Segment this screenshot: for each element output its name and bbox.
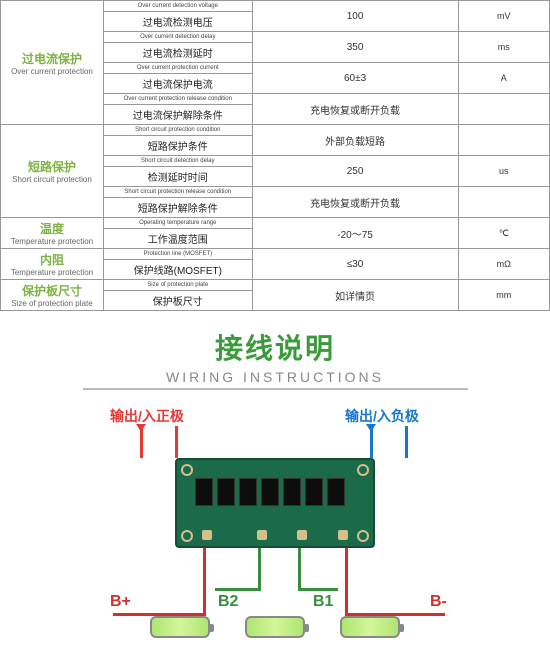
pad-bp xyxy=(202,530,212,540)
mosfet-row xyxy=(195,478,345,506)
param-label-en: Operating temperature range xyxy=(103,218,252,229)
param-label-cn: 保护线路(MOSFET) xyxy=(103,260,252,280)
param-value: 充电恢复或断开负载 xyxy=(252,187,458,218)
terminal-bp-label: B+ xyxy=(110,593,131,611)
category-cn: 保护板尺寸 xyxy=(5,282,99,299)
pcb-board xyxy=(175,458,375,548)
param-label-en: Over current protection release conditio… xyxy=(103,94,252,105)
wire-pos-out2 xyxy=(175,426,178,458)
param-label-cn: 保护板尺寸 xyxy=(103,291,252,311)
param-label-cn: 过电流保护解除条件 xyxy=(103,105,252,125)
category-cell: 短路保护Short circuit protection xyxy=(1,125,104,218)
category-en: Temperature protection xyxy=(5,237,99,246)
category-cn: 内阻 xyxy=(5,251,99,268)
category-en: Short circuit protection xyxy=(5,175,99,184)
param-unit xyxy=(458,187,550,218)
param-unit: mΩ xyxy=(458,249,550,280)
wire-b2 xyxy=(258,548,261,588)
param-label-en: Over current detection delay xyxy=(103,32,252,43)
param-unit: mV xyxy=(458,1,550,32)
arrow-neg xyxy=(366,424,376,432)
category-cn: 温度 xyxy=(5,220,99,237)
category-en: Temperature protection xyxy=(5,268,99,277)
param-value: ≤30 xyxy=(252,249,458,280)
mosfet-chip xyxy=(217,478,235,506)
wiring-diagram: 输出/入正极 输出/入负极 B+ B2 B1 B- xyxy=(0,398,550,658)
mosfet-chip xyxy=(239,478,257,506)
wire-bp xyxy=(203,548,206,613)
battery-cell xyxy=(245,616,305,638)
param-value: 100 xyxy=(252,1,458,32)
param-label-en: Short circuit detection delay xyxy=(103,156,252,167)
title-divider xyxy=(83,388,468,390)
wire-b1 xyxy=(298,548,301,588)
terminal-b1-label: B1 xyxy=(313,593,333,611)
title-en: WIRING INSTRUCTIONS xyxy=(0,369,550,385)
param-value: -20～75 xyxy=(252,218,458,249)
section-title: 接线说明 WIRING INSTRUCTIONS xyxy=(0,327,550,390)
terminal-b2-label: B2 xyxy=(218,593,238,611)
arrow-pos xyxy=(136,424,146,432)
pad-bm xyxy=(338,530,348,540)
category-en: Over current protection xyxy=(5,67,99,76)
param-label-en: Size of protection plate xyxy=(103,280,252,291)
param-label-cn: 短路保护条件 xyxy=(103,136,252,156)
category-cell: 保护板尺寸Size of protection plate xyxy=(1,280,104,311)
mount-hole xyxy=(357,530,369,542)
param-value: 250 xyxy=(252,156,458,187)
param-value: 外部负载短路 xyxy=(252,125,458,156)
category-cn: 过电流保护 xyxy=(5,50,99,67)
output-input-positive-label: 输出/入正极 xyxy=(110,406,184,426)
wire-neg-out2 xyxy=(405,426,408,458)
mosfet-chip xyxy=(305,478,323,506)
battery-cell xyxy=(340,616,400,638)
param-unit: mm xyxy=(458,280,550,311)
param-label-cn: 检测延时时间 xyxy=(103,167,252,187)
category-cell: 内阻Temperature protection xyxy=(1,249,104,280)
mount-hole xyxy=(181,530,193,542)
param-label-en: Over current detection voltage xyxy=(103,1,252,12)
param-unit: us xyxy=(458,156,550,187)
mosfet-chip xyxy=(283,478,301,506)
param-label-cn: 短路保护解除条件 xyxy=(103,198,252,218)
param-label-en: Protection line (MOSFET) xyxy=(103,249,252,260)
param-label-en: Over current protection current xyxy=(103,63,252,74)
mount-hole xyxy=(181,464,193,476)
param-value: 350 xyxy=(252,32,458,63)
category-cn: 短路保护 xyxy=(5,158,99,175)
param-value: 60±3 xyxy=(252,63,458,94)
category-cell: 温度Temperature protection xyxy=(1,218,104,249)
wire-b1-h xyxy=(298,588,338,591)
pad-b2 xyxy=(257,530,267,540)
mosfet-chip xyxy=(327,478,345,506)
param-unit xyxy=(458,94,550,125)
param-unit: ℃ xyxy=(458,218,550,249)
param-label-cn: 过电流检测电压 xyxy=(103,12,252,32)
category-en: Size of protection plate xyxy=(5,299,99,308)
mosfet-chip xyxy=(261,478,279,506)
param-value: 充电恢复或断开负载 xyxy=(252,94,458,125)
category-cell: 过电流保护Over current protection xyxy=(1,1,104,125)
pad-b1 xyxy=(297,530,307,540)
param-value: 如详情页 xyxy=(252,280,458,311)
wire-bm xyxy=(345,548,348,613)
mosfet-chip xyxy=(195,478,213,506)
terminal-bm-label: B- xyxy=(430,593,447,611)
param-label-en: Short circuit protection condition xyxy=(103,125,252,136)
param-label-en: Short circuit protection release conditi… xyxy=(103,187,252,198)
title-cn: 接线说明 xyxy=(0,327,550,367)
wire-b2-h xyxy=(215,588,261,591)
param-label-cn: 工作温度范围 xyxy=(103,229,252,249)
output-input-negative-label: 输出/入负极 xyxy=(345,406,419,426)
battery-cell xyxy=(150,616,210,638)
param-unit: A xyxy=(458,63,550,94)
param-unit xyxy=(458,125,550,156)
param-unit: ms xyxy=(458,32,550,63)
spec-table: 过电流保护Over current protectionOver current… xyxy=(0,0,550,311)
mount-hole xyxy=(357,464,369,476)
param-label-cn: 过电流保护电流 xyxy=(103,74,252,94)
param-label-cn: 过电流检测延时 xyxy=(103,43,252,63)
